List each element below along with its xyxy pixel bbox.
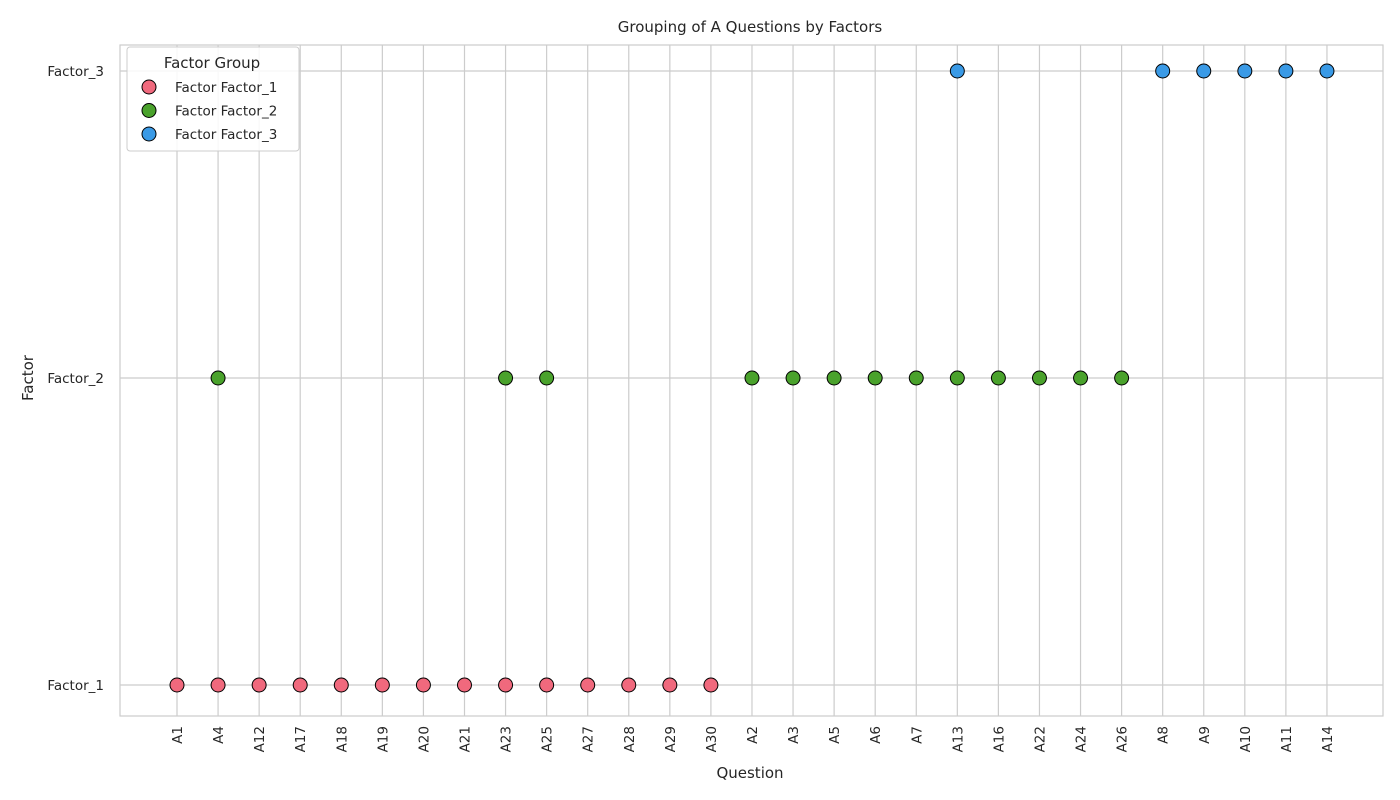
- data-point: [703, 677, 719, 693]
- x-tick-label: A24: [1074, 726, 1090, 752]
- data-point: [1196, 63, 1212, 79]
- data-point: [744, 370, 760, 386]
- x-tick-label: A13: [950, 726, 966, 752]
- y-axis-label: Factor: [19, 354, 37, 401]
- y-tick-label: Factor_3: [47, 64, 104, 80]
- legend-title: Factor Group: [164, 54, 260, 72]
- data-point: [210, 677, 226, 693]
- data-point: [1114, 370, 1130, 386]
- y-tick-label: Factor_1: [47, 678, 104, 694]
- data-point: [580, 677, 596, 693]
- x-tick-label: A28: [622, 726, 638, 752]
- data-point: [333, 677, 349, 693]
- points-layer: [169, 63, 1335, 693]
- legend-label: Factor Factor_2: [175, 104, 277, 120]
- x-tick-label: A27: [581, 726, 597, 752]
- data-point: [621, 677, 637, 693]
- data-point: [1319, 63, 1335, 79]
- data-point: [867, 370, 883, 386]
- data-point: [498, 677, 514, 693]
- data-point: [949, 370, 965, 386]
- x-tick-label: A21: [457, 726, 473, 752]
- x-tick-label: A11: [1279, 726, 1295, 752]
- x-tick-label: A29: [663, 726, 679, 752]
- x-tick-label: A18: [334, 726, 350, 752]
- data-point: [1073, 370, 1089, 386]
- x-tick-label: A22: [1032, 726, 1048, 752]
- data-point: [990, 370, 1006, 386]
- x-tick-label: A23: [499, 726, 515, 752]
- legend-entries: Factor Factor_1 Factor Factor_2 Factor Fac…: [141, 79, 277, 143]
- data-point: [1155, 63, 1171, 79]
- x-axis-label: Question: [716, 764, 783, 782]
- legend-marker: [141, 126, 157, 142]
- x-tick-labels: A1 A4 A12 A17 A18 A19 A20 A21 A23 A25 A27 A28 A29 A30…: [170, 726, 1336, 752]
- legend-box: [126, 46, 300, 152]
- legend-label: Factor Factor_1: [175, 80, 277, 96]
- y-tick-label: Factor_2: [47, 371, 104, 387]
- data-point: [498, 370, 514, 386]
- x-tick-label: A3: [786, 726, 802, 744]
- data-point: [169, 677, 185, 693]
- data-point: [826, 370, 842, 386]
- x-tick-label: A2: [745, 726, 761, 744]
- x-tick-label: A5: [827, 726, 843, 744]
- x-tick-label: A14: [1320, 726, 1336, 752]
- legend-marker: [141, 103, 157, 118]
- data-point: [662, 677, 678, 693]
- x-tick-label: A1: [170, 726, 186, 744]
- data-point: [785, 370, 801, 386]
- data-point: [539, 677, 555, 693]
- x-tick-label: A26: [1115, 726, 1131, 752]
- data-point: [1031, 370, 1047, 386]
- data-point: [210, 370, 226, 386]
- plot-frame: [119, 44, 1384, 717]
- data-point: [374, 677, 390, 693]
- data-point: [456, 677, 472, 693]
- chart-title: Grouping of A Questions by Factors: [618, 18, 883, 36]
- legend-label: Factor Factor_3: [175, 127, 277, 143]
- x-tick-label: A9: [1197, 726, 1213, 744]
- x-tick-label: A16: [991, 726, 1007, 752]
- x-tick-label: A30: [704, 726, 720, 752]
- x-tick-label: A17: [293, 726, 309, 752]
- y-tick-labels: Factor_1 Factor_2 Factor_3: [47, 64, 104, 694]
- x-tick-label: A6: [868, 726, 884, 744]
- x-tick-label: A7: [909, 726, 925, 744]
- legend-marker: [141, 79, 157, 95]
- data-point: [1278, 63, 1294, 79]
- x-tick-label: A19: [375, 726, 391, 752]
- data-point: [415, 677, 431, 693]
- data-point: [1237, 63, 1253, 79]
- x-tick-label: A12: [252, 726, 268, 752]
- data-point: [292, 677, 308, 693]
- data-point: [908, 370, 924, 386]
- x-tick-label: A25: [540, 726, 556, 752]
- x-tick-label: A10: [1238, 726, 1254, 752]
- x-tick-label: A8: [1156, 726, 1172, 744]
- data-point: [251, 677, 267, 693]
- x-tick-label: A4: [211, 726, 227, 744]
- data-point: [949, 63, 965, 79]
- x-tick-label: A20: [416, 726, 432, 752]
- data-point: [539, 370, 555, 386]
